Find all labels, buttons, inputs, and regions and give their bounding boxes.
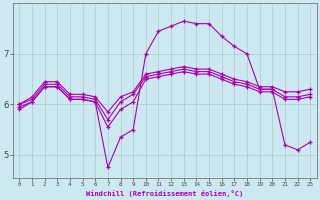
X-axis label: Windchill (Refroidissement éolien,°C): Windchill (Refroidissement éolien,°C) [86, 190, 244, 197]
